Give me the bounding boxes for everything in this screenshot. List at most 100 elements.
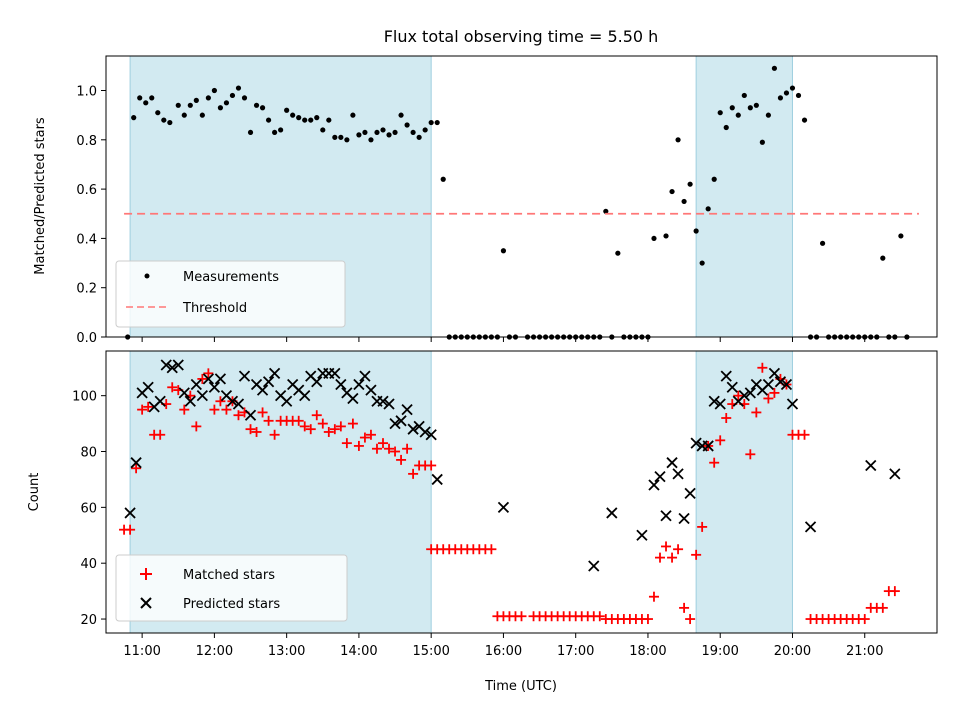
measurement-point [392,129,398,136]
matched-star-point [697,521,708,532]
measurement-point [374,129,380,136]
measurement-point [753,102,759,108]
measurement-point [284,107,290,113]
matched-star-point [263,415,274,426]
x-tick-label: 12:00 [196,644,233,659]
matched-star-point [426,460,437,471]
measurement-point [651,235,657,242]
predicted-star-point [214,373,227,385]
predicted-star-point [184,395,196,407]
matched-star-point [257,407,268,418]
x-tick-label: 11:00 [123,644,160,659]
measurement-point [131,115,137,121]
matched-star-point [347,418,358,429]
x-axis-label: Time (UTC) [484,679,557,694]
legend-threshold-label: Threshold [182,301,247,316]
predicted-star-point [262,376,275,388]
matched-star-point [799,429,810,440]
matched-star-point [667,552,678,563]
measurement-point [211,87,217,94]
measurement-point [386,132,392,138]
predicted-star-point [238,370,251,382]
predicted-star-point [353,378,365,391]
matched-star-point [293,415,304,426]
measurement-point [729,105,735,111]
measurement-point [681,198,687,205]
matched-star-point [317,418,328,429]
predicted-star-point [678,512,690,525]
predicted-star-point [335,378,347,391]
predicted-star-point [774,376,787,388]
predicted-star-point [329,367,341,379]
count-axes-frame [105,350,938,634]
matched-star-point [763,393,774,404]
predicted-star-point [690,437,702,449]
chart-title: Flux total observing time = 5.50 h [384,27,659,46]
predicted-star-point [407,423,419,435]
measurement-point [338,134,344,140]
predicted-star-point [130,457,142,469]
matched-star-point [179,404,190,415]
measurement-point [149,95,155,101]
matched-star-point [709,457,720,468]
measurement-point [675,137,681,143]
y-tick-label: 60 [80,501,97,516]
measurement-point [356,132,362,138]
predicted-star-point [154,395,166,407]
matched-star-point [390,446,401,457]
x-tick-label: 19:00 [701,644,738,659]
ratio-x-ticks [141,337,866,342]
measurement-point [783,90,790,96]
predicted-star-point [672,468,684,480]
matched-star-point [323,426,334,437]
measurement-point [326,117,332,123]
predicted-star-point [865,459,877,472]
measurement-point [687,181,693,187]
predicted-star-point [383,398,395,410]
y-tick-label: 40 [80,557,97,572]
measurement-point [143,100,149,106]
measurement-point [717,110,723,116]
matched-star-point [341,438,352,449]
ratio-axes-frame [105,55,938,338]
predicted-star-point [636,529,648,541]
measurement-point [265,117,272,123]
matched-star-point [655,552,665,563]
measurement-point [416,134,422,140]
measurement-point [771,65,778,71]
count-y-axis-label: Count [27,473,42,512]
matched-star-point [359,432,370,443]
measurement-point [404,122,410,128]
matched-star-point [233,410,244,421]
y-tick-label: 0.4 [76,232,97,247]
predicted-star-point [244,409,257,421]
predicted-star-point [208,381,221,393]
measurement-point [247,129,254,136]
matched-star-point [269,429,280,440]
matched-star-point [396,454,407,465]
matched-star-point [251,426,262,437]
legend-predicted-label: Predicted stars [183,597,280,612]
x-tick-label: 15:00 [412,644,449,659]
measurement-point [705,206,711,212]
legend-measurements-marker [144,273,150,279]
predicted-star-point [196,390,208,402]
y-tick-label: 80 [80,446,97,461]
matched-star-point [131,463,142,474]
measurement-point [380,127,386,133]
predicted-star-point [377,395,389,407]
matched-star-point [402,443,413,454]
x-tick-label: 21:00 [846,644,883,659]
matched-star-point [715,435,726,446]
y-tick-label: 100 [72,390,97,405]
predicted-star-point [190,378,202,391]
measurement-point [741,92,747,99]
predicted-star-point [684,487,696,500]
measurement-point [167,119,173,126]
count-legend: Matched stars Predicted stars [115,554,348,622]
predicted-star-point [702,440,714,452]
predicted-star-point [419,426,431,438]
x-tick-label: 18:00 [629,644,666,659]
measurement-point [422,127,428,133]
measurement-point [241,95,248,101]
